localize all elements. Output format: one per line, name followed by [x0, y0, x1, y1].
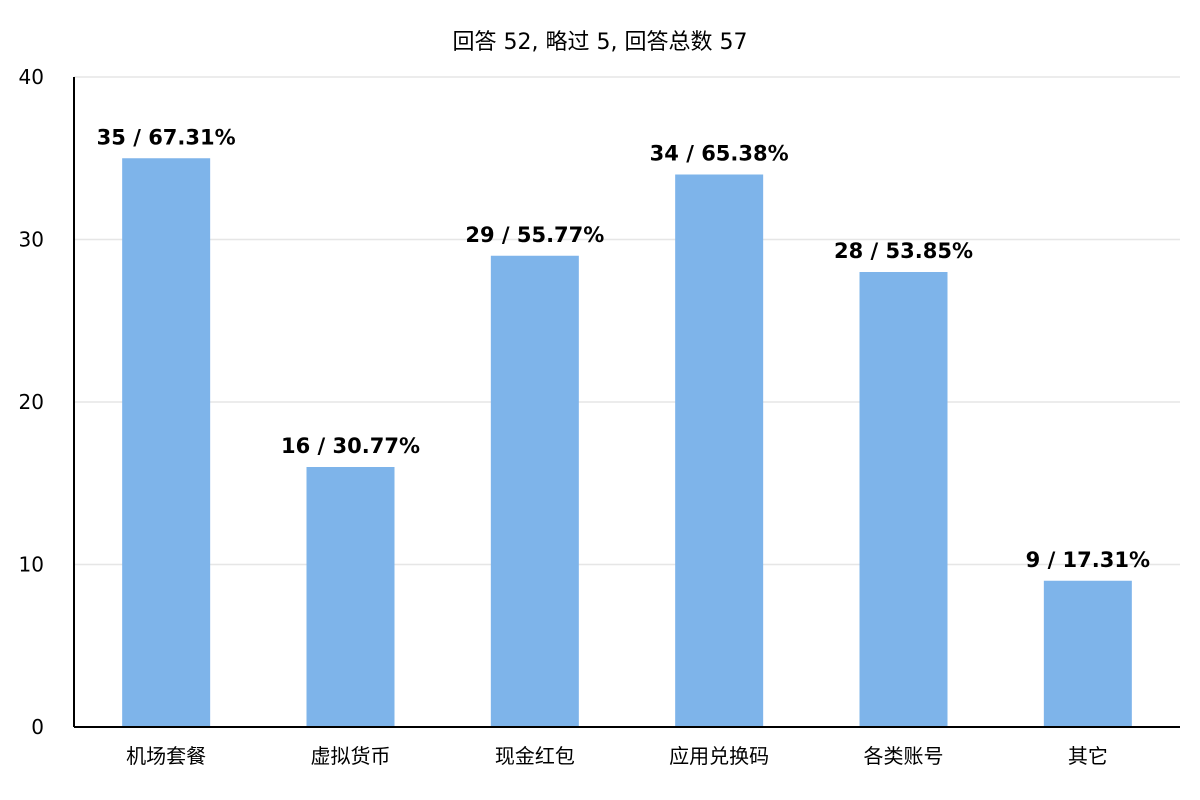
y-tick-label: 10 [19, 553, 44, 577]
bar [490, 255, 579, 727]
x-tick-label: 现金红包 [495, 744, 575, 768]
y-tick-label: 0 [31, 715, 44, 739]
data-label: 16 / 30.77% [281, 434, 420, 458]
bar [675, 174, 764, 727]
x-tick-label: 其它 [1068, 744, 1108, 768]
x-tick-label: 应用兑换码 [669, 744, 769, 768]
data-label: 35 / 67.31% [97, 125, 236, 149]
data-label: 34 / 65.38% [650, 142, 789, 166]
data-label: 28 / 53.85% [834, 239, 973, 263]
y-tick-label: 30 [19, 228, 44, 252]
y-tick-label: 40 [19, 65, 44, 89]
data-label: 29 / 55.77% [465, 223, 604, 247]
x-tick-label: 虚拟货币 [311, 744, 391, 768]
bar [306, 467, 395, 727]
bar [1043, 580, 1132, 727]
x-tick-label: 机场套餐 [126, 744, 206, 768]
chart-title: 回答 52, 略过 5, 回答总数 57 [452, 30, 748, 55]
x-tick-label: 各类账号 [864, 744, 944, 768]
bar [859, 272, 948, 727]
bar [122, 158, 211, 727]
data-label: 9 / 17.31% [1026, 548, 1150, 572]
y-tick-label: 20 [19, 390, 44, 414]
